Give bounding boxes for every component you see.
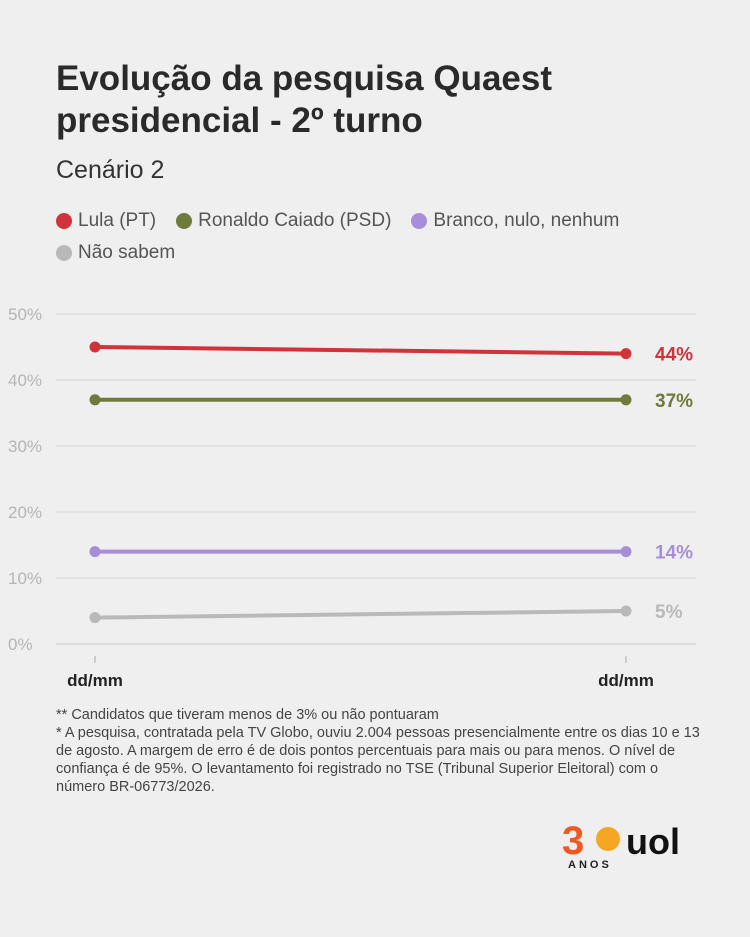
data-point xyxy=(89,546,101,558)
line-chart: 0% 10% 20% 30% 40% 50% dd/mm dd/mm 44% 37% 14% 5% xyxy=(8,305,696,690)
legend-label: Ronaldo Caiado (PSD) xyxy=(198,210,392,231)
uol-30-anos-logo: 3 ANOS uol 0 xyxy=(562,819,680,871)
y-tick-label: 30% xyxy=(8,437,42,456)
legend-item: Branco, nulo, nenhum xyxy=(411,210,619,232)
series-line xyxy=(93,345,628,356)
svg-text:uol: uol xyxy=(626,821,680,862)
svg-text:ANOS: ANOS xyxy=(568,859,612,871)
footnote-methodology: * A pesquisa, contratada pela TV Globo, … xyxy=(56,725,700,795)
legend-swatch xyxy=(176,213,193,229)
legend-label: Branco, nulo, nenhum xyxy=(433,210,620,231)
svg-text:3: 3 xyxy=(562,819,584,863)
legend-swatch xyxy=(56,245,72,261)
data-point xyxy=(620,348,632,360)
y-tick-label: 20% xyxy=(8,503,42,522)
footnotes: ** Candidatos que tiveram menos de 3% ou… xyxy=(56,706,706,796)
legend-item: Ronaldo Caiado (PSD) xyxy=(176,210,391,232)
data-point xyxy=(89,612,101,624)
data-point xyxy=(620,546,632,558)
y-tick-label: 0% xyxy=(8,635,33,654)
y-tick-label: 40% xyxy=(8,371,42,390)
legend-label: Não sabem xyxy=(78,242,176,263)
footnote-candidates: ** Candidatos que tiveram menos de 3% ou… xyxy=(56,707,439,723)
y-tick-label: 50% xyxy=(8,305,42,324)
end-value-label: 14% xyxy=(655,543,693,564)
x-tick-label: dd/mm xyxy=(598,671,654,690)
chart-subtitle: Cenário 2 xyxy=(56,156,165,184)
end-value-label: 44% xyxy=(655,345,693,366)
legend-swatch xyxy=(411,213,428,229)
data-point xyxy=(89,341,101,353)
chart-title: Evolução da pesquisa Quaest presidencial… xyxy=(56,59,552,140)
legend: Lula (PT) Ronaldo Caiado (PSD) Branco, nul… xyxy=(56,210,696,264)
y-tick-label: 10% xyxy=(8,569,42,588)
logo-zero: 0 xyxy=(596,819,618,863)
end-value-label: 5% xyxy=(655,602,683,623)
legend-item: Lula (PT) xyxy=(56,210,156,232)
series-line xyxy=(93,609,628,620)
data-point xyxy=(89,394,101,406)
legend-label: Lula (PT) xyxy=(78,210,157,231)
end-value-label: 37% xyxy=(655,391,693,412)
data-point xyxy=(620,394,632,406)
x-tick-label: dd/mm xyxy=(67,671,123,690)
legend-item: Não sabem xyxy=(56,242,175,264)
legend-swatch xyxy=(56,213,72,229)
data-point xyxy=(620,605,632,617)
